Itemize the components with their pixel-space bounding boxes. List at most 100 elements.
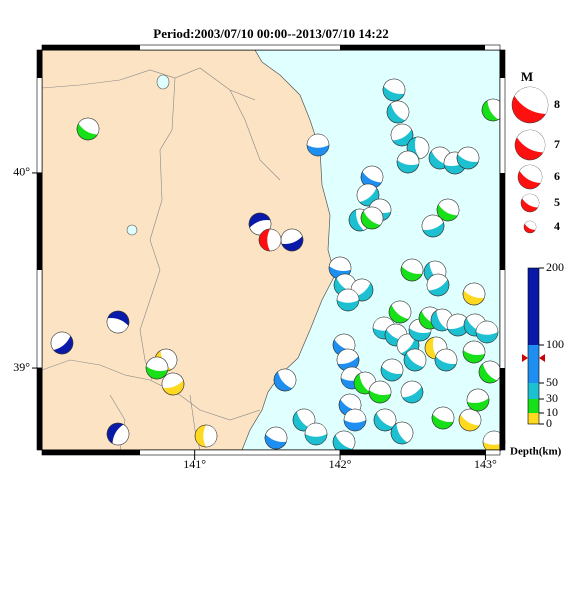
ball-outline bbox=[456, 146, 480, 170]
focal-mechanism bbox=[456, 146, 480, 170]
border-black bbox=[37, 173, 42, 270]
ball-outline bbox=[161, 372, 185, 396]
ball-outline bbox=[462, 340, 486, 364]
x-tick-label: 141° bbox=[183, 457, 206, 471]
ball-white bbox=[107, 318, 129, 333]
depth-tick-label: 200 bbox=[546, 260, 564, 274]
border-black bbox=[340, 45, 485, 50]
ball-white bbox=[305, 423, 327, 437]
legend-ball-white bbox=[517, 130, 545, 153]
depth-band bbox=[528, 399, 539, 413]
focal-mechanism bbox=[382, 78, 406, 102]
ball-white bbox=[357, 184, 377, 203]
ball-white bbox=[277, 369, 296, 389]
focal-mechanism bbox=[76, 117, 100, 141]
ball-white bbox=[463, 283, 485, 298]
focal-mechanism bbox=[328, 256, 352, 280]
ball-outline bbox=[382, 78, 406, 102]
ball-white bbox=[363, 207, 383, 226]
ball-outline bbox=[403, 348, 427, 372]
ball-outline bbox=[386, 100, 410, 124]
title: Period:2003/07/10 00:00--2013/07/10 14:2… bbox=[153, 26, 388, 41]
focal-mechanism bbox=[403, 348, 427, 372]
ball-white bbox=[281, 229, 303, 244]
focal-mechanism bbox=[273, 368, 297, 392]
legend-ball bbox=[511, 86, 549, 124]
legend-ball-white bbox=[514, 87, 548, 114]
ball-white bbox=[432, 407, 454, 422]
lake bbox=[126, 224, 138, 236]
ball-outline bbox=[194, 424, 218, 448]
ball-white bbox=[414, 137, 429, 159]
ball-white bbox=[329, 257, 351, 272]
depth-label: Depth(km) bbox=[510, 446, 562, 458]
border-black bbox=[37, 50, 42, 78]
depth-band bbox=[528, 268, 539, 345]
depth-band bbox=[528, 383, 539, 399]
border-black bbox=[500, 173, 505, 270]
ball-white bbox=[427, 274, 448, 291]
ball-white bbox=[376, 409, 396, 428]
depth-band bbox=[528, 345, 539, 383]
ball-white bbox=[391, 124, 412, 141]
depth-marker bbox=[522, 354, 545, 362]
focal-mechanism bbox=[478, 360, 502, 384]
ball-outline bbox=[478, 360, 502, 384]
ball-white bbox=[162, 373, 184, 388]
ball-white bbox=[460, 409, 481, 426]
focal-mechanism bbox=[431, 406, 455, 430]
ball-white bbox=[344, 409, 366, 423]
ball-outline bbox=[431, 406, 455, 430]
ball-white bbox=[383, 79, 405, 94]
ball-white bbox=[397, 334, 416, 354]
focal-mechanism bbox=[306, 133, 330, 157]
legend-ball-white bbox=[524, 221, 536, 230]
ball-white bbox=[296, 409, 315, 429]
ball-white bbox=[482, 361, 501, 381]
ball-white bbox=[265, 427, 287, 442]
ball-white bbox=[369, 381, 391, 396]
ball-outline bbox=[400, 258, 424, 282]
boundary bbox=[41, 67, 281, 451]
legend-ball bbox=[514, 129, 546, 161]
border-black bbox=[340, 450, 485, 455]
focal-mechanism bbox=[161, 372, 185, 396]
ball-outline bbox=[50, 331, 74, 355]
legend-label: 5 bbox=[554, 195, 560, 209]
ball-outline bbox=[396, 150, 420, 174]
focal-mechanism bbox=[475, 320, 499, 344]
ball-outline bbox=[462, 282, 486, 306]
focal-mechanism bbox=[343, 408, 367, 432]
ball-white bbox=[267, 229, 281, 251]
ball-outline bbox=[106, 310, 130, 334]
ball-white bbox=[146, 357, 168, 372]
ball-outline bbox=[273, 368, 297, 392]
focal-mechanism bbox=[106, 310, 130, 334]
legend-label: 7 bbox=[554, 137, 560, 151]
ball-white bbox=[307, 134, 329, 148]
ball-white bbox=[401, 381, 422, 398]
ball-white bbox=[447, 314, 469, 329]
ball-white bbox=[463, 341, 485, 356]
ball-outline bbox=[475, 320, 499, 344]
ball-outline bbox=[306, 133, 330, 157]
focal-mechanism bbox=[50, 331, 74, 355]
ball-outline bbox=[258, 228, 282, 252]
ball-outline bbox=[380, 358, 404, 382]
focal-mechanism bbox=[336, 288, 360, 312]
ball-outline bbox=[421, 214, 445, 238]
ball-outline bbox=[406, 136, 430, 160]
lake bbox=[156, 74, 170, 90]
ball-white bbox=[406, 349, 426, 368]
border-black bbox=[500, 50, 505, 78]
ball-outline bbox=[360, 206, 384, 230]
ball-white bbox=[476, 321, 498, 335]
ball-outline bbox=[400, 380, 424, 404]
ball-white bbox=[401, 259, 423, 274]
ball-white bbox=[160, 349, 177, 370]
focal-mechanism bbox=[388, 300, 412, 324]
focal-mechanism bbox=[194, 424, 218, 448]
ball-outline bbox=[434, 348, 458, 372]
ball-white bbox=[112, 424, 129, 445]
